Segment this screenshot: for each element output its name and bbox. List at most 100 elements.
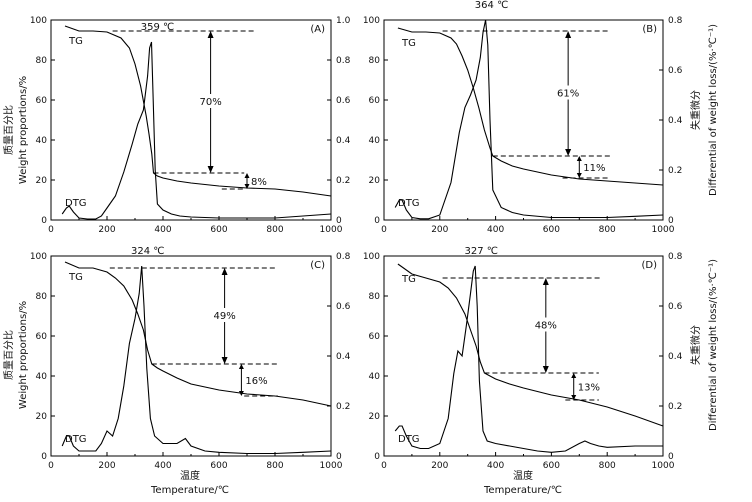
loss-arrow-head-down [221, 357, 228, 364]
loss-arrow-head-down [542, 366, 549, 373]
x-tick-label: 600 [210, 461, 227, 471]
x-tick-label: 400 [487, 225, 504, 235]
chart-panel: 0 200 400 600 800 100002040608010000.20.40.60… [363, 0, 683, 235]
residual-arrow-head-down [238, 391, 244, 396]
residual-arrow-head-down [571, 395, 577, 400]
y-left-tick-label: 40 [36, 372, 48, 382]
right-axis-labels: 失重微分 Differential of weight loss/(%·℃⁻¹)… [689, 24, 719, 431]
ylabel-left-en: Weight proportions/% [18, 76, 29, 184]
x-tick-label: 200 [98, 225, 115, 235]
peak-temperature-label: 359 ℃ [141, 22, 175, 33]
panel-label: (A) [310, 24, 325, 35]
dtg-series-label: DTG [398, 434, 420, 445]
xlabel-cn: 温度 [180, 469, 200, 482]
left-axis-labels: 质量百分比 Weight proportions/% 质量百分比 Weight … [3, 76, 29, 409]
y-right-tick-label: 0.8 [336, 56, 351, 66]
y-right-tick-label: 0.2 [668, 402, 682, 412]
y-left-tick-label: 0 [374, 216, 380, 226]
x-tick-label: 1000 [652, 461, 675, 471]
y-left-tick-label: 0 [374, 452, 380, 462]
residual-arrow-head-up [571, 373, 577, 378]
ylabel-right-cn: 失重微分 [689, 325, 702, 365]
tg-series-line [64, 261, 332, 407]
loss-label-bg [196, 94, 225, 108]
y-right-tick-label: 1.0 [336, 16, 351, 26]
loss-arrow-head-up [542, 278, 549, 285]
tg-series-label: TG [401, 38, 416, 49]
main-loss-percentage: 70% [199, 97, 221, 108]
x-tick-label: 600 [543, 225, 560, 235]
ylabel-right-en: Differential of weight loss/(%·℃⁻¹) [708, 24, 719, 196]
y-left-tick-label: 40 [369, 372, 381, 382]
tg-series-label: TG [401, 274, 416, 285]
y-right-tick-label: 0.2 [336, 402, 350, 412]
y-left-tick-label: 100 [363, 252, 380, 262]
y-right-tick-label: 0 [668, 216, 674, 226]
panel-label: (D) [641, 260, 657, 271]
y-left-tick-label: 60 [369, 332, 381, 342]
y-left-tick-label: 0 [41, 452, 47, 462]
dtg-series-label: DTG [65, 198, 87, 209]
y-right-tick-label: 0.2 [336, 176, 350, 186]
y-left-tick-label: 40 [369, 136, 381, 146]
y-left-tick-label: 100 [30, 16, 47, 26]
residual-arrow-head-down [576, 173, 582, 178]
x-tick-label: 1000 [320, 225, 343, 235]
x-tick-label: 0 [381, 225, 387, 235]
y-right-tick-label: 0.8 [668, 252, 683, 262]
y-left-tick-label: 80 [369, 56, 381, 66]
panel-label: (B) [642, 24, 657, 35]
xlabel-cn: 温度 [513, 469, 533, 482]
dtg-series-line [394, 19, 664, 220]
loss-arrow-head-up [221, 268, 228, 275]
y-left-tick-label: 80 [36, 292, 48, 302]
peak-temperature-label: 324 ℃ [131, 246, 165, 257]
ylabel-right-cn: 失重微分 [689, 90, 702, 130]
x-tick-label: 800 [266, 461, 283, 471]
plot-frame [50, 255, 332, 457]
plot-frame [383, 19, 664, 221]
x-tick-label: 1000 [320, 461, 343, 471]
tg-series-label: TG [68, 272, 83, 283]
y-left-tick-label: 100 [30, 252, 47, 262]
panel-label: (C) [310, 260, 325, 271]
chart-panel: 0 200 400 600 800 100002040608010000.20.40.60… [30, 246, 351, 471]
main-loss-percentage: 48% [535, 321, 557, 332]
ylabel-left-cn: 质量百分比 [3, 330, 15, 380]
dtg-series-label: DTG [65, 434, 87, 445]
x-tick-label: 200 [431, 225, 448, 235]
tg-series-line [397, 263, 664, 427]
y-left-tick-label: 20 [369, 412, 381, 422]
y-right-tick-label: 0.4 [668, 352, 683, 362]
y-left-tick-label: 100 [363, 16, 380, 26]
y-right-tick-label: 0.6 [668, 66, 683, 76]
y-right-tick-label: 0.6 [336, 96, 351, 106]
loss-arrow-head-up [207, 31, 214, 38]
residual-arrow-head-down [244, 184, 250, 189]
x-tick-label: 1000 [652, 225, 675, 235]
ylabel-right-en: Differential of weight loss/(%·℃⁻¹) [708, 259, 719, 431]
x-tick-label: 0 [48, 225, 54, 235]
y-right-tick-label: 0.6 [668, 302, 683, 312]
xlabel-en: Temperature/℃ [483, 485, 562, 496]
chart-panel: 0 200 400 600 800 100002040608010000.20.40.60… [30, 16, 351, 235]
y-right-tick-label: 0.8 [336, 252, 351, 262]
y-left-tick-label: 40 [36, 136, 48, 146]
residual-arrow-head-up [244, 173, 250, 178]
plot-frame [383, 255, 664, 457]
residual-loss-percentage: 11% [583, 163, 605, 174]
x-tick-label: 800 [599, 461, 616, 471]
y-left-tick-label: 60 [36, 332, 48, 342]
main-loss-percentage: 49% [213, 311, 235, 322]
dtg-series-label: DTG [398, 198, 420, 209]
tg-series-line [64, 25, 332, 197]
main-loss-percentage: 61% [557, 89, 579, 100]
x-tick-label: 800 [266, 225, 283, 235]
loss-arrow-head-up [565, 31, 572, 38]
ylabel-left-en: Weight proportions/% [18, 301, 29, 409]
x-tick-label: 600 [210, 225, 227, 235]
residual-loss-percentage: 16% [245, 376, 267, 387]
peak-temperature-label: 364 ℃ [475, 0, 509, 11]
loss-arrow-head-down [565, 149, 572, 156]
